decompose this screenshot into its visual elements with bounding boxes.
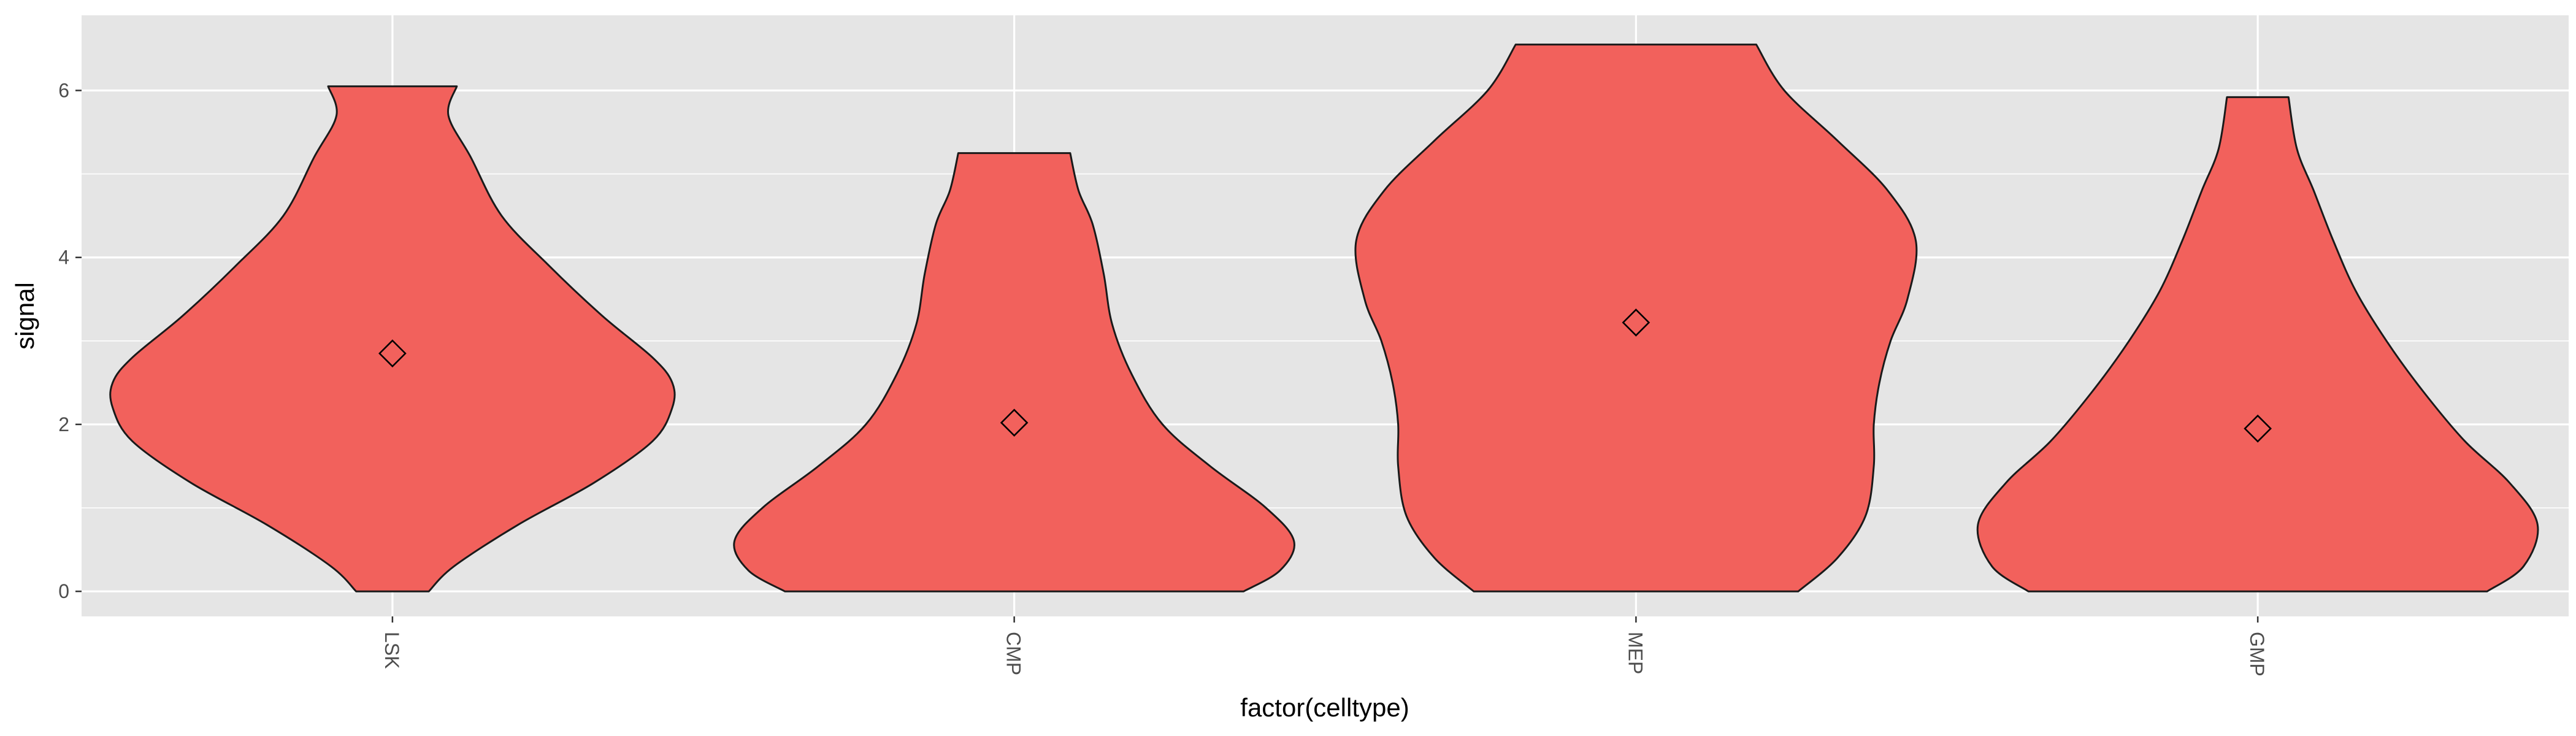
violin-gmp	[1976, 96, 2539, 592]
x-axis-ticks: LSK CMP MEP GMP	[381, 616, 2268, 677]
x-axis-title: factor(celltype)	[1240, 693, 1409, 722]
y-tick-label: 4	[58, 247, 69, 269]
violin-lsk	[109, 85, 676, 592]
y-tick-label: 0	[58, 580, 69, 602]
mean-marker-mep	[1622, 309, 1650, 337]
x-tick-label-mep: MEP	[1624, 632, 1646, 674]
violins	[109, 44, 2539, 592]
y-axis-ticks: 0 2 4 6	[58, 80, 82, 602]
y-axis-title: signal	[10, 282, 39, 350]
mean-marker-gmp	[2244, 414, 2272, 443]
violin-cmp	[733, 152, 1295, 592]
mean-marker-cmp	[1000, 408, 1029, 437]
x-tick-label-lsk: LSK	[381, 632, 403, 669]
y-tick-label: 2	[58, 413, 69, 435]
violin-mep	[1354, 44, 1918, 592]
x-tick-label-cmp: CMP	[1003, 632, 1025, 675]
x-tick-label-gmp: GMP	[2246, 632, 2268, 677]
y-tick-label: 6	[58, 80, 69, 102]
mean-marker-lsk	[378, 339, 407, 368]
